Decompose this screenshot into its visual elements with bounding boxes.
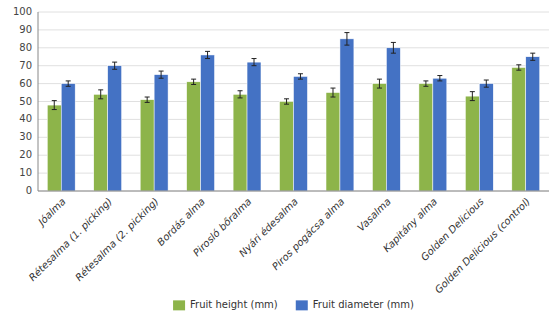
x-tick-labels: JóalmaRétesalma (1. picking)Rétesalma (2…	[27, 196, 533, 296]
bar	[465, 96, 479, 191]
bar	[247, 62, 261, 191]
error-bar	[66, 81, 71, 86]
y-tick-label: 80	[19, 42, 32, 53]
error-bar	[252, 59, 257, 66]
bar	[61, 84, 75, 191]
x-tick-label: Rétesalma (1. picking)	[27, 196, 115, 284]
bar	[108, 66, 122, 191]
y-tick-label: 60	[19, 78, 32, 89]
error-bar	[145, 97, 150, 102]
y-tick-label: 0	[26, 185, 32, 196]
grid-line	[38, 29, 549, 30]
bar	[479, 84, 493, 191]
error-bar	[391, 42, 396, 53]
error-bar	[112, 62, 117, 69]
error-bar	[330, 88, 335, 97]
error-bar	[191, 79, 196, 84]
bar	[340, 39, 354, 191]
x-tick-label: Piros pogácsa alma	[270, 196, 346, 272]
x-tick-label: Golden Delicious (control)	[433, 196, 533, 296]
bars	[47, 33, 539, 191]
error-bar	[98, 90, 103, 99]
y-tick-label: 20	[19, 149, 32, 160]
y-tick-label: 100	[13, 6, 32, 17]
error-bar	[484, 80, 489, 87]
y-tick-label: 40	[19, 113, 32, 124]
y-tick-label: 70	[19, 60, 32, 71]
bar	[372, 84, 386, 191]
y-tick-labels: 0 10 20 30 40 50 60 70 80 90 100	[13, 6, 32, 196]
error-bar	[159, 71, 164, 78]
bar	[433, 78, 447, 191]
x-tick-label: Vasalma	[355, 196, 393, 234]
bar	[294, 76, 308, 191]
legend-swatch	[173, 300, 185, 310]
error-bar	[344, 33, 349, 46]
y-tick-label: 10	[19, 167, 32, 178]
error-bar	[470, 92, 475, 101]
error-bar	[52, 101, 57, 110]
bar	[187, 82, 201, 191]
y-axis	[38, 12, 39, 191]
bar	[140, 100, 154, 191]
grid-line	[38, 47, 549, 48]
grid-line	[38, 12, 549, 13]
bar	[201, 55, 215, 191]
x-tick-label: Rétesalma (2. picking)	[73, 196, 161, 284]
x-tick-label: Bordás alma	[155, 196, 207, 248]
error-bar	[437, 76, 442, 81]
y-tick-label: 30	[19, 131, 32, 142]
error-bar	[516, 65, 521, 70]
bar	[526, 57, 540, 191]
grid-line	[38, 191, 549, 192]
legend-item: Fruit diameter (mm)	[296, 299, 414, 310]
error-bar	[423, 81, 428, 86]
bar	[512, 67, 526, 191]
x-axis	[38, 191, 549, 192]
bar	[94, 94, 108, 191]
error-bar	[530, 53, 535, 60]
series	[61, 33, 539, 191]
y-tick-label: 90	[19, 24, 32, 35]
bar	[233, 94, 247, 191]
error-bar	[284, 99, 289, 104]
bar	[47, 105, 61, 191]
legend-swatch	[296, 300, 308, 310]
y-tick-label: 50	[19, 96, 32, 107]
series	[47, 65, 525, 191]
error-bar	[298, 74, 303, 79]
x-tick-label: Jóalma	[35, 196, 68, 229]
chart: 0 10 20 30 40 50 60 70 80 90 100 JóalmaRétesalma (1…	[0, 0, 559, 333]
bar	[419, 84, 433, 191]
bar	[280, 102, 294, 192]
legend-label: Fruit diameter (mm)	[313, 299, 414, 310]
bar	[154, 75, 168, 191]
bar	[386, 48, 400, 191]
legend-label: Fruit height (mm)	[190, 299, 278, 310]
y-grid	[38, 12, 549, 191]
bar	[326, 93, 340, 191]
error-bar	[205, 51, 210, 58]
error-bar	[377, 79, 382, 88]
legend-item: Fruit height (mm)	[173, 299, 278, 310]
legend: Fruit height (mm) Fruit diameter (mm)	[173, 299, 414, 310]
error-bar	[238, 91, 243, 98]
